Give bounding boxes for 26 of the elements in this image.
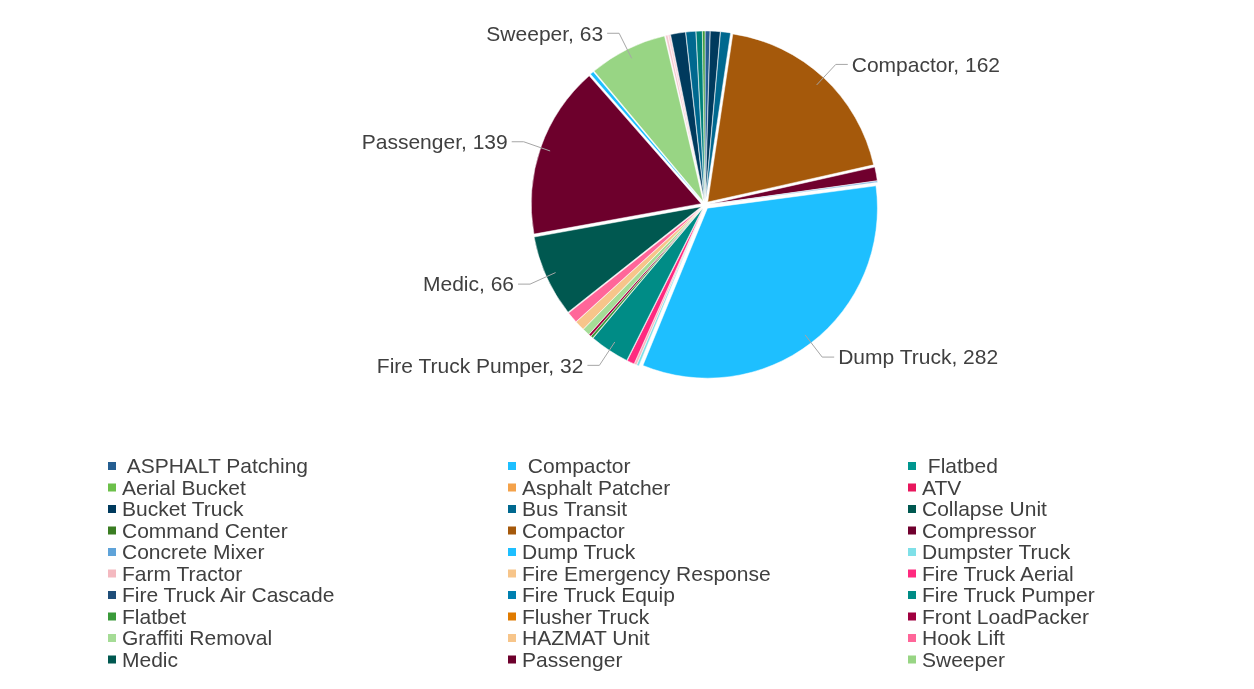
legend-label: Bucket Truck [122, 497, 244, 521]
data-label: Sweeper, 63 [486, 21, 604, 45]
data-label: Dump Truck, 282 [838, 345, 999, 369]
legend-label: Fire Truck Air Cascade [122, 583, 335, 607]
legend-label: Aerial Bucket [122, 475, 246, 499]
data-label: Medic, 66 [423, 272, 515, 296]
legend-label: Hook Lift [922, 626, 1006, 650]
data-label: Fire Truck Pumper, 32 [376, 353, 584, 377]
legend-label: Passenger [522, 647, 623, 671]
legend-label: HAZMAT Unit [522, 626, 650, 650]
legend-label: Graffiti Removal [122, 626, 273, 650]
data-label: Compactor, 162 [851, 52, 1001, 76]
legend-label: Compactor [522, 454, 631, 478]
legend-label: Medic [122, 647, 179, 671]
data-label: Passenger, 139 [361, 130, 508, 154]
legend-label: Command Center [122, 518, 288, 542]
legend-label: Farm Tractor [122, 561, 243, 585]
legend-label: Flatbet [122, 604, 187, 628]
legend-label: Fire Truck Pumper [922, 583, 1095, 607]
legend-label: Collapse Unit [922, 497, 1048, 521]
legend-label: ATV [922, 475, 962, 499]
legend-label: Concrete Mixer [122, 540, 265, 564]
legend-label: ASPHALT Patching [122, 454, 308, 478]
legend-label: Sweeper [922, 647, 1005, 671]
legend-label: Compactor [522, 518, 625, 542]
legend-label: Flatbed [922, 454, 998, 478]
